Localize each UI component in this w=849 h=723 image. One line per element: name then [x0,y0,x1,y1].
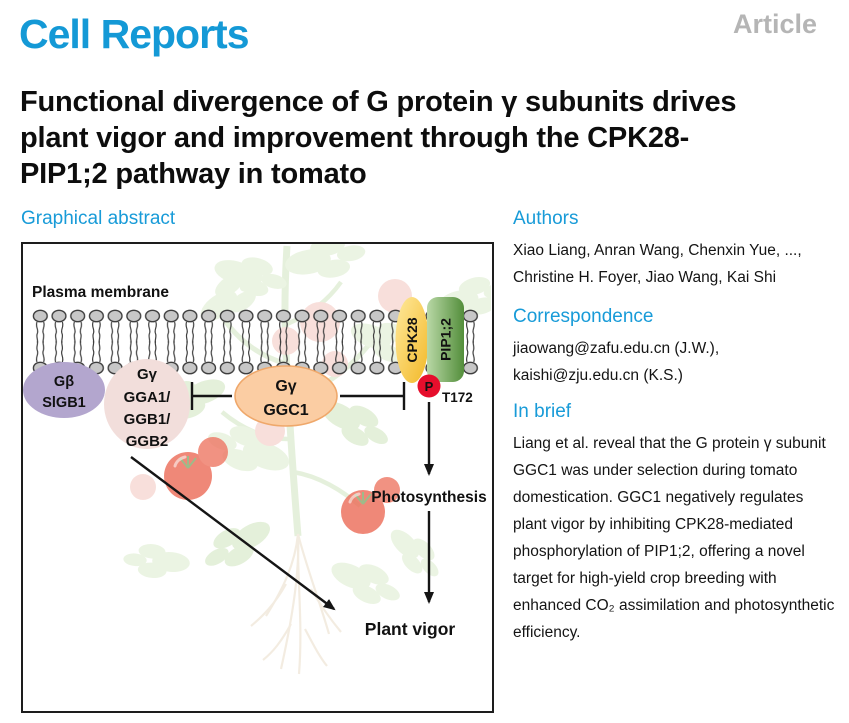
correspondence-emails[interactable]: jiaowang@zafu.edu.cn (J.W.), kaishi@zju.… [513,340,720,384]
author-list: Xiao Liang, Anran Wang, Chenxin Yue, ...… [513,242,802,286]
phospho-circle [417,374,441,398]
inhibition-tbar-right [340,382,406,410]
phospho-p-label: P [425,379,434,394]
in-brief-heading: In brief [513,401,572,422]
authors-heading: Authors [513,208,579,229]
slgb1-label: SlGB1 [42,395,86,411]
ggb1-label: GGB1/ [124,411,172,428]
ggc1-ellipse [234,365,338,427]
ggamma-label: Gγ [137,366,158,383]
inhibition-tbar-left [190,382,232,410]
cpk28-label: CPK28 [404,317,420,362]
gga1-label: GGA1/ [124,389,172,406]
ggc1-label: GGC1 [263,402,308,419]
correspondence-section: Correspondence jiaowang@zafu.edu.cn (J.W… [513,306,838,389]
graphical-abstract-svg: Plasma membrane Gβ SlGB1 Gγ GGA1/ GGB1/ … [23,244,491,675]
pip12-rect [427,297,464,382]
paper-title: Functional divergence of G protein γ sub… [20,86,737,190]
ggc1-ggamma-label: Gγ [275,378,296,395]
article-type-label: Article [732,9,817,39]
in-brief-section: In brief Liang et al. reveal that the G … [513,401,838,646]
cell-reports-logo: Cell Reports [19,11,249,57]
graphical-abstract-figure: Plasma membrane Gβ SlGB1 Gγ GGA1/ GGB1/ … [21,242,494,713]
gbeta-ellipse [23,362,105,418]
ripe-tomatoes [164,437,400,534]
plasma-membrane-label: Plasma membrane [32,284,169,301]
cpk28-ellipse [395,297,429,383]
gbeta-label: Gβ [54,374,74,390]
summary-column: Authors Xiao Liang, Anran Wang, Chenxin … [513,208,838,646]
authors-section: Authors Xiao Liang, Anran Wang, Chenxin … [513,208,838,291]
in-brief-text: Liang et al. reveal that the G protein γ… [513,435,835,641]
ggamma-group-ellipse [104,359,190,449]
t172-label: T172 [442,390,473,405]
photosynthesis-label: Photosynthesis [371,489,486,506]
plant-vigor-label: Plant vigor [365,619,456,639]
arrow-gprotein-to-plant-vigor [130,456,336,611]
ggb2-label: GGB2 [126,433,169,450]
correspondence-heading: Correspondence [513,306,654,327]
pip12-label: PIP1;2 [438,318,454,361]
graphical-abstract-heading: Graphical abstract [21,208,176,229]
